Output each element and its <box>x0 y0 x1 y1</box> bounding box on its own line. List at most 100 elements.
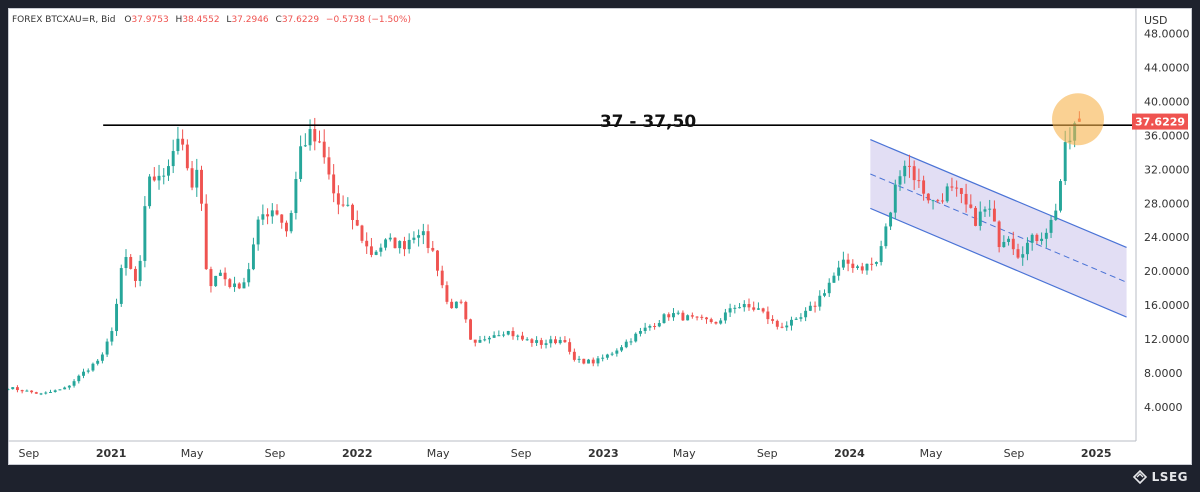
candle <box>629 338 633 346</box>
candle <box>700 314 704 321</box>
candle <box>959 187 963 204</box>
x-tick-label: 2024 <box>834 447 865 460</box>
candle-body <box>77 375 81 382</box>
candle <box>1054 203 1058 221</box>
candle-body <box>318 141 321 143</box>
candle <box>237 282 241 290</box>
candle-body <box>516 335 520 337</box>
y-tick-label: 32.0000 <box>1144 163 1190 176</box>
candle-body <box>100 354 104 361</box>
candle-body <box>667 314 671 318</box>
candle-body <box>1035 234 1039 242</box>
candle <box>129 254 133 270</box>
candle <box>152 167 156 182</box>
candle-body <box>200 169 203 204</box>
candle-body <box>129 257 133 269</box>
candle <box>86 368 90 374</box>
candle-body <box>827 282 831 294</box>
candle <box>997 220 1001 253</box>
candle <box>469 318 472 340</box>
candle-body <box>1049 219 1053 233</box>
candle-body <box>587 359 590 364</box>
candle <box>25 389 29 392</box>
candle <box>181 129 185 151</box>
candle-body <box>346 204 350 206</box>
candle <box>464 300 468 323</box>
candle-body <box>837 267 841 276</box>
candle <box>667 312 671 321</box>
candle <box>77 374 81 384</box>
candle <box>657 320 661 328</box>
candle-body <box>185 144 189 169</box>
candle-body <box>955 187 959 189</box>
candle <box>185 139 189 171</box>
candle <box>289 210 293 234</box>
candle-body <box>601 357 605 359</box>
candle-body <box>889 212 893 227</box>
candle-body <box>941 200 944 202</box>
candle <box>346 197 350 207</box>
candle-body <box>577 358 581 360</box>
candle <box>436 250 439 277</box>
time-axis[interactable]: Sep 2021 May Sep 2022 May Sep 2023 May Sep 2024 May… <box>19 447 1112 460</box>
candle <box>384 238 388 251</box>
candle <box>39 392 43 396</box>
chart-canvas[interactable]: 4.0000 8.0000 12.0000 16.0000 20.0000 24.0000… <box>8 8 1192 465</box>
candle <box>1011 231 1015 256</box>
candle-body <box>917 180 921 182</box>
candle <box>936 198 940 204</box>
candle <box>648 324 652 331</box>
candle <box>596 355 600 367</box>
candle <box>756 302 760 310</box>
candle-body <box>421 231 425 236</box>
candle-body <box>657 323 661 327</box>
candle <box>440 265 444 289</box>
candle <box>11 386 15 390</box>
candle-body <box>440 270 444 286</box>
candle-body <box>629 341 633 343</box>
candle-body <box>322 141 326 158</box>
candle <box>964 183 968 213</box>
candle <box>638 327 642 337</box>
candle <box>653 323 657 330</box>
candle <box>72 379 76 388</box>
candle <box>865 263 869 275</box>
y-tick-label: 44.0000 <box>1144 61 1190 74</box>
candle <box>506 330 510 336</box>
candle-body <box>96 360 100 364</box>
candle-body <box>662 314 666 324</box>
price-axis[interactable]: 4.0000 8.0000 12.0000 16.0000 20.0000 24.0000… <box>1144 27 1190 414</box>
candle-body <box>1044 232 1048 239</box>
candle <box>1002 235 1006 248</box>
candle <box>672 308 675 321</box>
candle-body <box>266 214 270 217</box>
candle <box>195 158 199 197</box>
candle <box>176 126 180 155</box>
candle-body <box>742 304 746 308</box>
candle-body <box>709 319 713 323</box>
candle-body <box>926 193 930 201</box>
y-tick-label: 24.0000 <box>1144 231 1190 244</box>
candle <box>681 310 685 322</box>
candle-body <box>733 307 737 309</box>
candle <box>204 194 208 270</box>
candle <box>426 224 430 254</box>
candle-body <box>214 275 218 287</box>
candle <box>34 391 38 394</box>
candle <box>100 352 104 364</box>
candle-body <box>351 204 354 220</box>
candle-body <box>686 315 690 321</box>
candle <box>318 130 321 144</box>
candle-body <box>327 157 331 175</box>
candle-body <box>82 371 85 376</box>
candle <box>247 262 251 287</box>
candle <box>487 335 491 344</box>
candle-body <box>870 263 874 265</box>
candle-body <box>874 262 878 264</box>
candle <box>813 301 817 313</box>
candle-body <box>813 305 817 307</box>
candle <box>992 200 996 222</box>
candle-body <box>728 308 732 313</box>
candle <box>402 236 406 257</box>
candle <box>860 262 864 274</box>
